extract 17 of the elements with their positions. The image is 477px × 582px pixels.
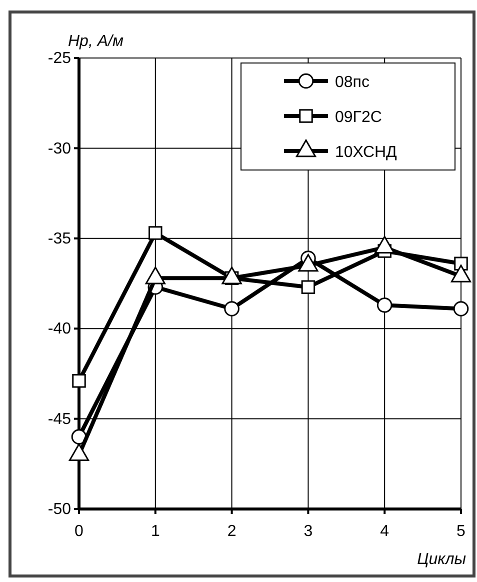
y-tick-label: -30 bbox=[48, 140, 72, 158]
x-tick-label: 0 bbox=[74, 523, 84, 540]
x-tick-label: 1 bbox=[150, 523, 160, 540]
x-tick-label: 2 bbox=[227, 523, 236, 540]
x-tick-label: 4 bbox=[380, 523, 390, 540]
y-tick-label: -35 bbox=[48, 230, 72, 248]
y-tick-label: -25 bbox=[48, 50, 72, 68]
x-axis-title: Циклы bbox=[417, 551, 466, 568]
x-tick-label: 3 bbox=[304, 523, 313, 540]
y-axis-title: Hp, А/м bbox=[68, 33, 124, 50]
y-tick-label: -50 bbox=[48, 501, 72, 518]
legend-label: 08пс bbox=[335, 74, 370, 91]
x-tick-label: 5 bbox=[456, 523, 466, 540]
legend-label: 10ХСНД bbox=[335, 144, 398, 161]
y-tick-label: -40 bbox=[48, 320, 72, 338]
y-tick-label: -45 bbox=[48, 410, 72, 428]
legend-label: 09Г2С bbox=[335, 109, 382, 126]
